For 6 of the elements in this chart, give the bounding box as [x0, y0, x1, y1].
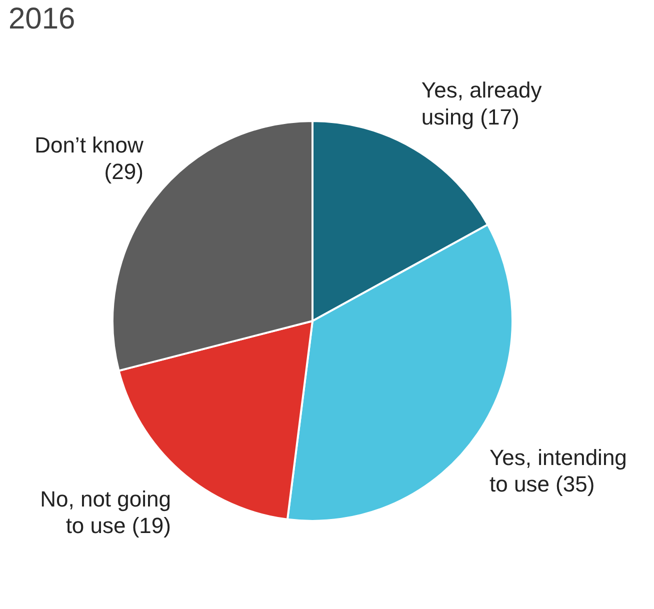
data-label: (29) [104, 159, 144, 184]
slice-label: Don’t know [34, 132, 144, 158]
chart-title: 2016 [8, 2, 76, 36]
slice-label: Yes, intending to use (35) [489, 444, 627, 497]
slice-label: No, not going to use (19) [40, 486, 171, 538]
slice-label: Yes, already using (17) [421, 78, 542, 130]
